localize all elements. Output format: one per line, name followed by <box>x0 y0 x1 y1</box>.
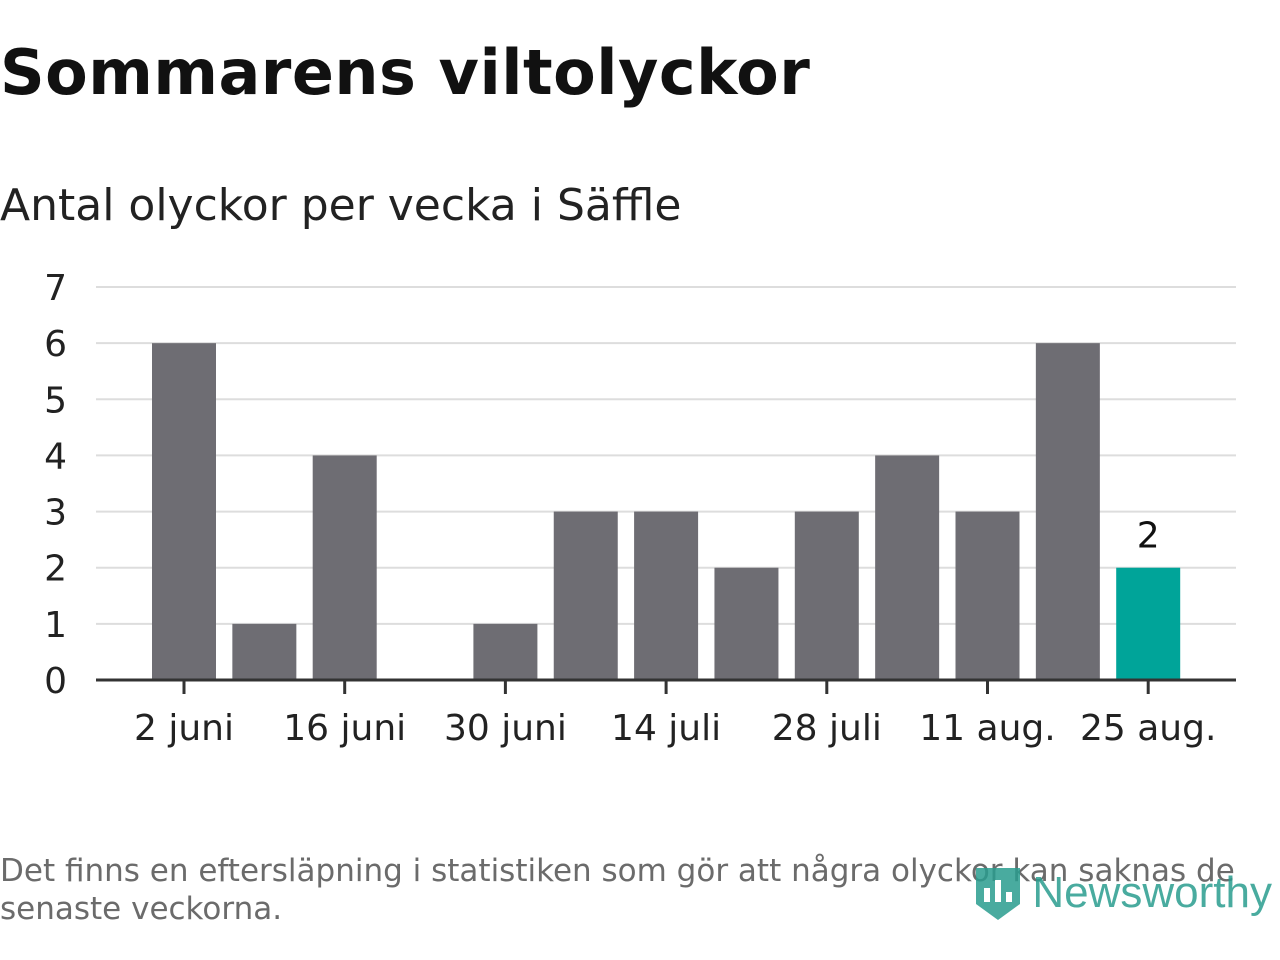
bar <box>312 455 377 680</box>
bar-chart: 0 1 2 3 4 5 6 7 2 juni 16 juni 30 juni 14 juli 28 j… <box>44 268 1236 749</box>
bar <box>794 511 859 680</box>
chart-subtitle: Antal olyckor per vecka i Säffle <box>0 180 682 231</box>
bar <box>1035 343 1100 680</box>
footnote: Det finns en eftersläpning i statistiken… <box>0 853 1235 927</box>
y-tick-label: 0 <box>44 661 67 702</box>
y-tick-label: 1 <box>44 605 67 646</box>
bar <box>152 343 216 680</box>
x-tick-label: 30 juni <box>444 708 567 749</box>
x-tick-label: 16 juni <box>283 708 406 749</box>
bars <box>152 343 1181 680</box>
data-labels: 2 <box>1137 516 1160 557</box>
y-tick-label: 4 <box>44 436 67 477</box>
newsworthy-logo: Newsworthy <box>972 862 1272 924</box>
x-tick-label: 2 juni <box>134 708 234 749</box>
logo-text: Newsworthy <box>1032 868 1272 917</box>
y-tick-label: 3 <box>44 493 67 534</box>
y-tick-label: 6 <box>44 324 67 365</box>
bar <box>473 623 538 680</box>
y-axis-labels: 0 1 2 3 4 5 6 7 <box>44 268 67 702</box>
bar <box>714 567 779 680</box>
data-label: 2 <box>1137 516 1160 557</box>
x-tick-label: 28 juli <box>772 708 882 749</box>
bar <box>875 455 940 680</box>
x-axis <box>96 678 1236 694</box>
y-tick-label: 7 <box>44 268 67 309</box>
x-tick-label: 11 aug. <box>919 708 1055 749</box>
bar-chart-badge-icon <box>976 868 1021 920</box>
x-tick-label: 25 aug. <box>1080 708 1216 749</box>
chart-title: Sommarens viltolyckor <box>0 36 811 109</box>
bar <box>634 511 699 680</box>
x-axis-labels: 2 juni 16 juni 30 juni 14 juli 28 juli 11 aug… <box>134 708 1216 749</box>
y-tick-label: 2 <box>44 549 67 590</box>
bar <box>955 511 1020 680</box>
y-tick-label: 5 <box>44 380 67 421</box>
x-tick-label: 14 juli <box>611 708 721 749</box>
bar <box>553 511 618 680</box>
bar <box>232 623 297 680</box>
bar-highlight <box>1116 567 1181 680</box>
